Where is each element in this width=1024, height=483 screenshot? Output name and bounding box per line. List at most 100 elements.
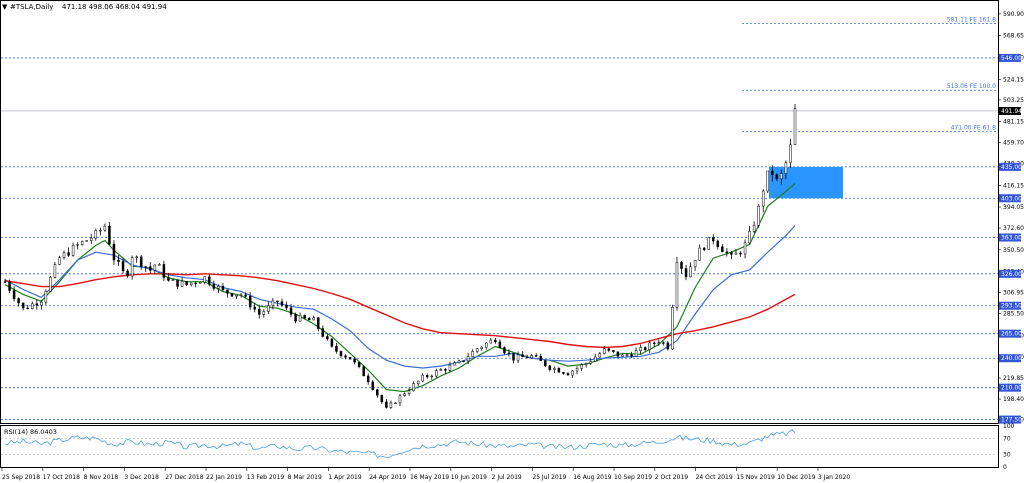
candle-body	[734, 252, 738, 255]
time-axis: 25 Sep 2018 17 Oct 2018 8 Nov 2018 3 Dec 20…	[1, 468, 850, 481]
time-tick-label: 15 Nov 2019	[736, 474, 775, 481]
candle-body	[403, 393, 406, 396]
candle-body	[712, 237, 715, 242]
candle-body	[317, 317, 320, 329]
candle-body	[584, 363, 588, 365]
fibonacci-label: 581.11 FE 161.8	[947, 16, 996, 23]
candle-body	[589, 361, 592, 364]
candle-body	[725, 251, 729, 253]
candle-body	[3, 281, 7, 283]
candle-body	[421, 375, 424, 382]
candle-body	[99, 229, 102, 232]
candle-body	[475, 348, 479, 352]
levels-layer: 581.11 FE 161.8 513.06 FE 100.0 471.00 FE …	[1, 16, 998, 420]
candle-body	[748, 231, 751, 244]
candle-body	[371, 381, 375, 390]
candle-body	[267, 305, 270, 312]
time-tick-label: 10 Jun 2019	[451, 474, 487, 481]
candle-body	[616, 351, 620, 357]
candle-body	[226, 289, 229, 294]
time-tick-label: 27 Dec 2018	[165, 474, 204, 481]
candle-body	[698, 247, 701, 261]
candle-body	[135, 256, 138, 258]
rsi-line	[4, 429, 796, 459]
candle-body	[603, 348, 606, 354]
candle-body	[326, 336, 329, 340]
candle-body	[158, 264, 161, 266]
candle-body	[416, 380, 420, 384]
price-panel[interactable]	[0, 0, 999, 424]
candle-body	[366, 375, 370, 383]
level-tag-label: 326.00	[1001, 271, 1022, 278]
candle-body	[539, 356, 542, 361]
candle-body	[357, 361, 361, 368]
candle-body	[71, 244, 75, 256]
candle-body	[112, 244, 116, 261]
candle-body	[621, 354, 624, 357]
rsi-tick-label: 100	[1003, 423, 1015, 430]
level-tag-label: 210.00	[1001, 385, 1022, 392]
time-tick-label: 8 Nov 2018	[84, 474, 119, 481]
candle-body	[321, 328, 325, 337]
candle-body	[593, 356, 597, 362]
level-tag	[999, 329, 1021, 338]
candle-body	[248, 296, 252, 308]
candle-body	[271, 300, 275, 306]
candle-body	[534, 355, 538, 357]
rsi-layer	[1, 429, 998, 459]
candle-body	[149, 266, 152, 271]
candle-body	[643, 347, 647, 350]
rsi-panel[interactable]	[0, 425, 999, 468]
candle-body	[280, 301, 284, 306]
level-tag	[999, 415, 1021, 424]
level-tag	[999, 53, 1021, 62]
time-tick-label: 2 Oct 2019	[655, 474, 688, 481]
price-tick-label: 372.60	[1003, 225, 1024, 232]
candle-body	[40, 301, 43, 306]
time-tick-label: 3 Jan 2020	[818, 474, 850, 481]
candle-body	[634, 350, 638, 357]
candle-body	[289, 307, 293, 315]
candle-body	[680, 262, 683, 269]
candle-body	[780, 173, 783, 180]
level-tag-label: 546.00	[1001, 55, 1022, 62]
candle-body	[235, 294, 238, 297]
rsi-title: RSI(14) 86.0403	[4, 428, 57, 436]
candle-body	[743, 242, 747, 255]
candle-body	[752, 225, 756, 232]
fibonacci-label: 513.06 FE 100.0	[947, 83, 996, 90]
level-tag	[999, 194, 1021, 203]
candle-body	[612, 350, 615, 353]
time-tick-label: 3 Dec 2018	[124, 474, 159, 481]
candle-body	[557, 368, 561, 373]
candle-body	[398, 395, 402, 404]
candle-body	[385, 401, 388, 408]
price-tick-label: 416.15	[1003, 182, 1024, 189]
candle-body	[407, 390, 411, 394]
candle-body	[17, 298, 20, 304]
time-tick-label: 24 Apr 2019	[369, 474, 406, 481]
candle-body	[793, 108, 797, 145]
candle-body	[662, 342, 665, 344]
dropdown-arrow-icon[interactable]: ▼	[2, 3, 8, 11]
candle-body	[44, 291, 48, 303]
level-tag	[999, 233, 1021, 242]
candle-body	[607, 348, 611, 351]
zone-layer	[769, 166, 843, 199]
candle-body	[775, 174, 779, 180]
candle-body	[49, 277, 52, 292]
level-tag-label: 265.00	[1001, 331, 1022, 338]
level-tag	[999, 383, 1021, 392]
candle-body	[103, 225, 107, 231]
candle-body	[466, 356, 470, 362]
candle-body	[126, 270, 129, 277]
candle-body	[171, 279, 175, 281]
candle-body	[230, 293, 234, 297]
candle-body	[53, 264, 57, 278]
level-tag-label: 435.00	[1001, 164, 1022, 171]
symbol-title: #TSLA,Daily	[10, 3, 53, 11]
candle-body	[566, 373, 570, 376]
candle-body	[430, 375, 434, 378]
candle-body	[480, 346, 483, 349]
